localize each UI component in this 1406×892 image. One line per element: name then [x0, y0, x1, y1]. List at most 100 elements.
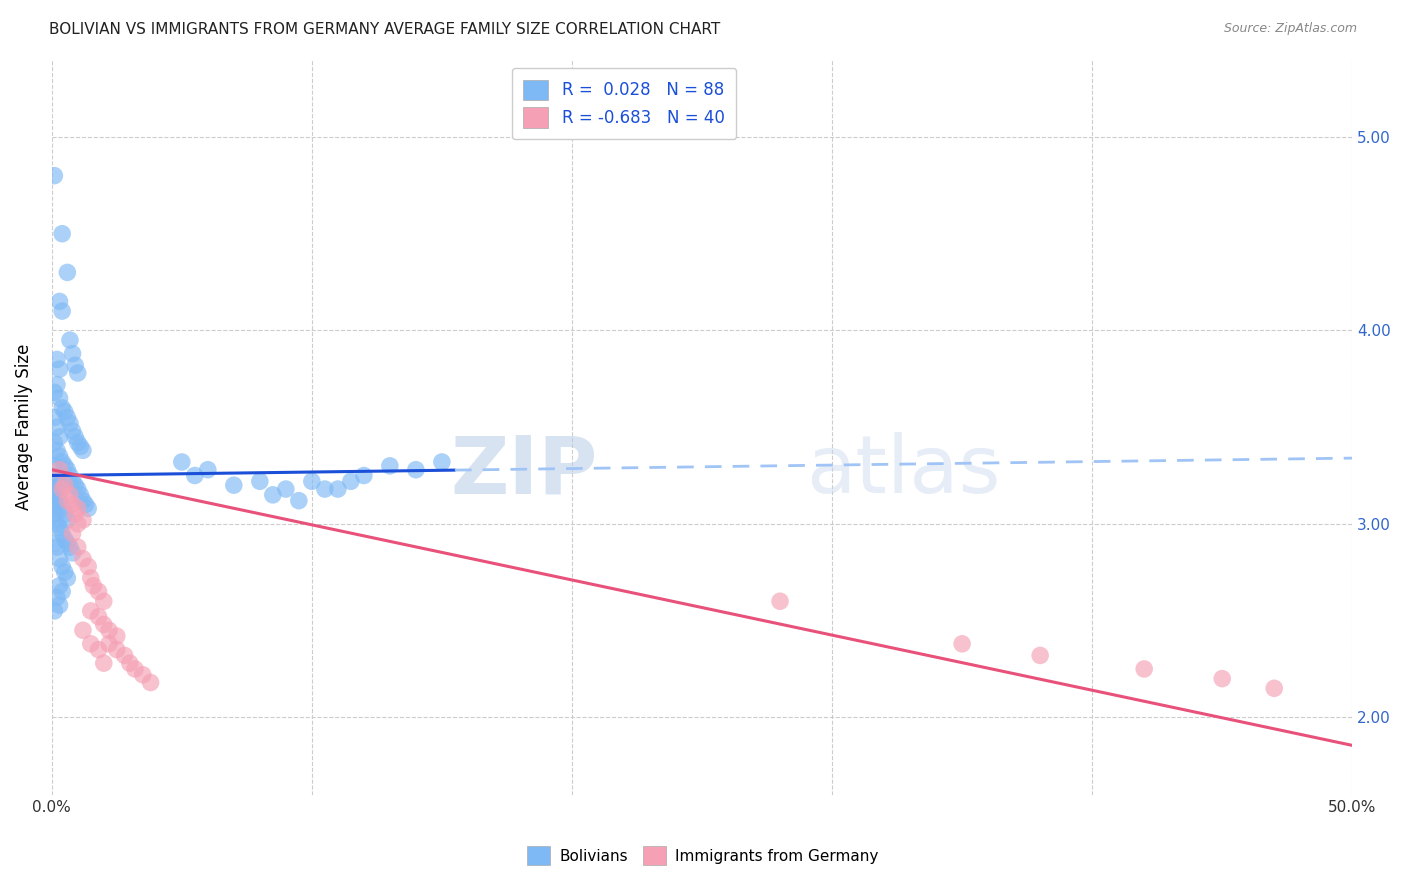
Point [98, 624, 121, 638]
Text: BOLIVIAN VS IMMIGRANTS FROM GERMANY AVERAGE FAMILY SIZE CORRELATION CHART: BOLIVIAN VS IMMIGRANTS FROM GERMANY AVER… [49, 22, 720, 37]
Point [53, 405, 76, 419]
Point [170, 455, 193, 469]
Point [51, 482, 73, 496]
Point [93, 617, 115, 632]
Point [72, 551, 94, 566]
Point [56, 536, 79, 550]
Point [105, 629, 128, 643]
Point [59, 333, 82, 347]
Point [114, 648, 136, 663]
Point [124, 662, 146, 676]
Point [249, 475, 271, 489]
Point [80, 604, 103, 618]
Point [51, 401, 73, 415]
Point [62, 424, 84, 438]
Point [46, 501, 69, 516]
Point [77, 501, 100, 516]
Point [51, 304, 73, 318]
Point [274, 482, 297, 496]
Point [301, 475, 323, 489]
Point [51, 559, 73, 574]
Point [53, 533, 76, 547]
Point [93, 656, 115, 670]
Point [46, 591, 69, 605]
Point [59, 417, 82, 431]
Point [48, 551, 70, 566]
Point [44, 385, 66, 400]
Point [262, 488, 284, 502]
Point [51, 584, 73, 599]
Point [63, 430, 86, 444]
Point [51, 501, 73, 516]
Point [288, 493, 311, 508]
Point [46, 377, 69, 392]
Point [63, 358, 86, 372]
Point [44, 507, 66, 521]
Point [59, 468, 82, 483]
Point [53, 507, 76, 521]
Point [222, 478, 245, 492]
Point [48, 362, 70, 376]
Point [44, 536, 66, 550]
Point [53, 458, 76, 473]
Point [62, 346, 84, 360]
Point [118, 656, 141, 670]
Point [82, 579, 104, 593]
Point [62, 498, 84, 512]
Point [48, 463, 70, 477]
Point [46, 482, 69, 496]
Point [48, 598, 70, 612]
Point [66, 366, 89, 380]
Point [430, 455, 453, 469]
Point [1211, 672, 1233, 686]
Point [44, 458, 66, 473]
Point [353, 468, 375, 483]
Y-axis label: Average Family Size: Average Family Size [15, 344, 32, 510]
Point [1133, 662, 1156, 676]
Point [1029, 648, 1052, 663]
Point [405, 463, 427, 477]
Point [44, 169, 66, 183]
Point [69, 440, 91, 454]
Point [326, 482, 349, 496]
Point [56, 265, 79, 279]
Point [56, 513, 79, 527]
Legend: Bolivians, Immigrants from Germany: Bolivians, Immigrants from Germany [522, 840, 884, 871]
Point [72, 624, 94, 638]
Point [44, 498, 66, 512]
Point [59, 488, 82, 502]
Point [48, 579, 70, 593]
Point [80, 571, 103, 585]
Point [66, 435, 89, 450]
Point [87, 584, 110, 599]
Point [62, 475, 84, 489]
Point [69, 488, 91, 502]
Point [56, 410, 79, 425]
Point [51, 526, 73, 541]
Point [66, 516, 89, 531]
Point [51, 455, 73, 469]
Point [77, 559, 100, 574]
Point [98, 637, 121, 651]
Point [950, 637, 973, 651]
Point [63, 507, 86, 521]
Point [139, 675, 162, 690]
Point [46, 516, 69, 531]
Point [72, 443, 94, 458]
Point [80, 637, 103, 651]
Point [56, 493, 79, 508]
Point [44, 604, 66, 618]
Point [46, 488, 69, 502]
Point [75, 498, 97, 512]
Point [87, 642, 110, 657]
Point [44, 435, 66, 450]
Point [46, 420, 69, 434]
Point [87, 609, 110, 624]
Point [62, 526, 84, 541]
Point [184, 468, 207, 483]
Point [48, 493, 70, 508]
Point [48, 294, 70, 309]
Point [105, 642, 128, 657]
Point [48, 478, 70, 492]
Point [51, 227, 73, 241]
